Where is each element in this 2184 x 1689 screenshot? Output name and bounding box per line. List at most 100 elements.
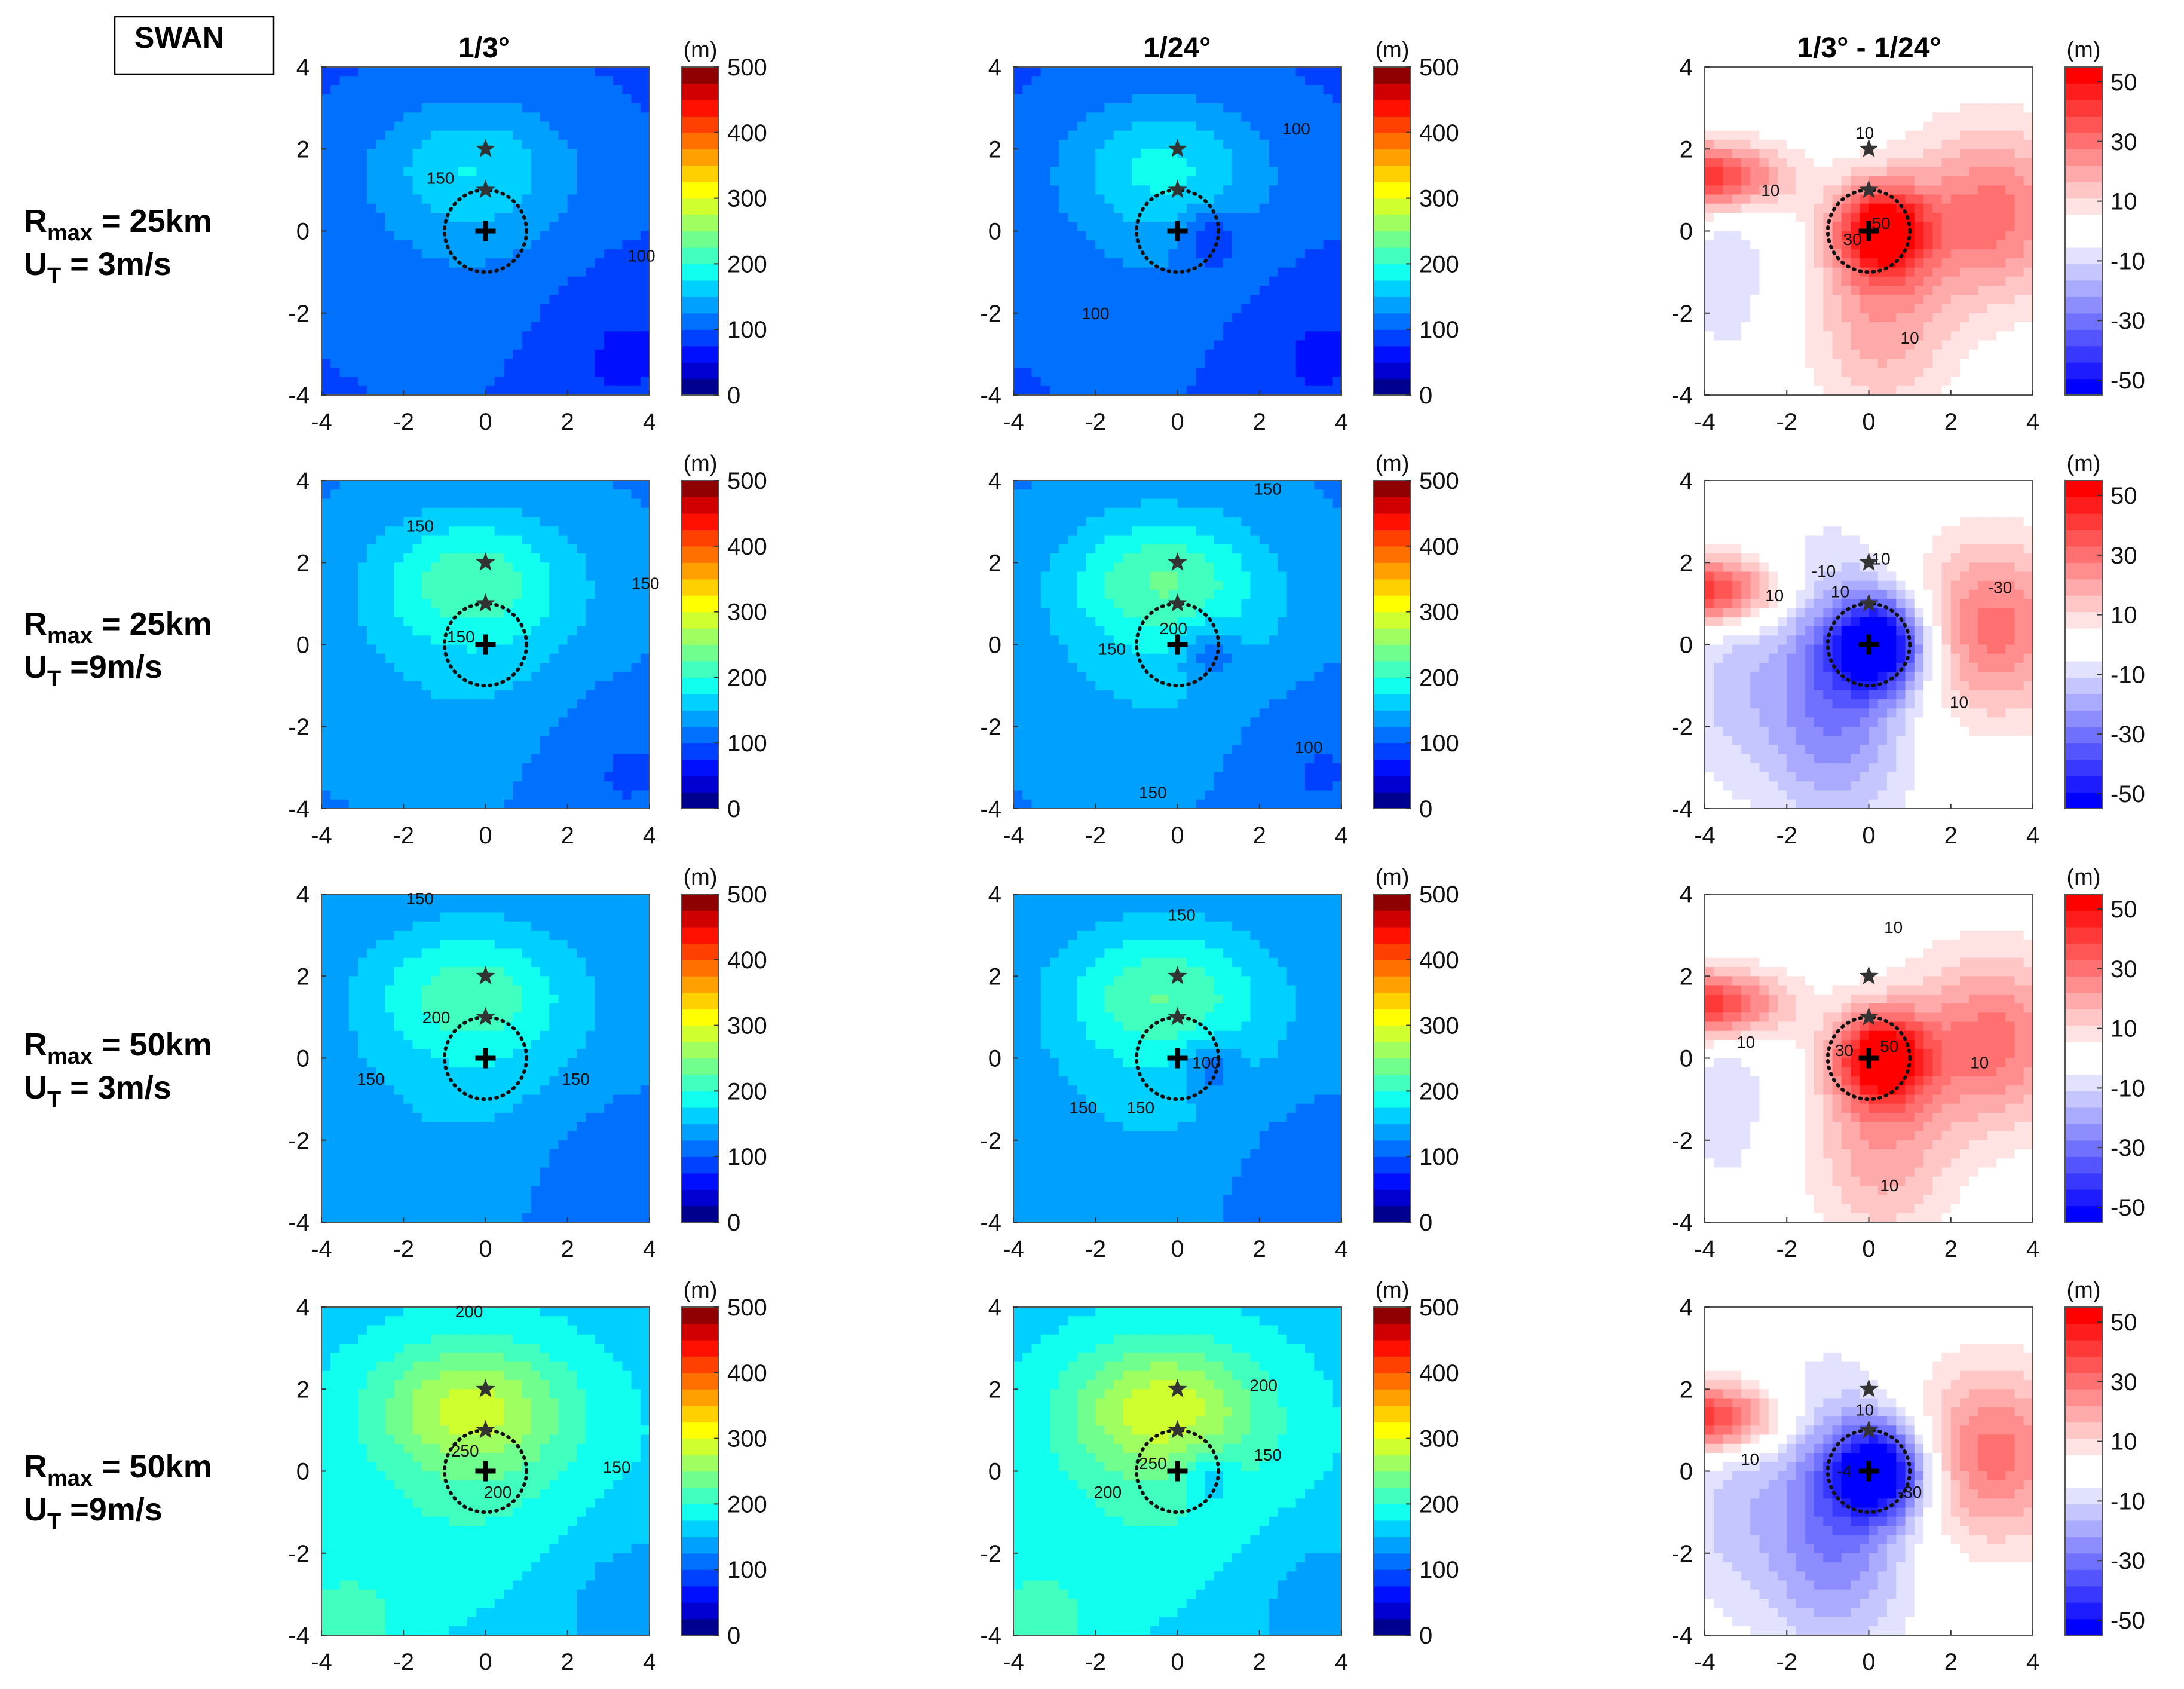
heatmap-cell xyxy=(1759,76,1769,86)
heatmap-cell xyxy=(1969,249,1979,259)
heatmap-cell xyxy=(1040,103,1050,114)
heatmap-cell xyxy=(613,121,623,131)
heatmap-cell xyxy=(1914,194,1924,204)
heatmap-cell xyxy=(321,590,332,600)
heatmap-cell xyxy=(1768,286,1778,296)
heatmap-cell xyxy=(339,690,350,700)
heatmap-cell xyxy=(458,717,468,727)
heatmap-cell xyxy=(1759,130,1769,140)
heatmap-cell xyxy=(631,103,641,114)
heatmap-cell xyxy=(1241,385,1251,395)
heatmap-cell xyxy=(2005,130,2015,140)
heatmap-cell xyxy=(476,507,486,518)
heatmap-cell xyxy=(613,76,623,86)
heatmap-cell xyxy=(2014,149,2024,159)
heatmap-cell xyxy=(1860,194,1870,204)
heatmap-cell xyxy=(1905,94,1915,104)
heatmap-cell xyxy=(1286,385,1297,395)
heatmap-cell xyxy=(339,544,350,554)
heatmap-cell xyxy=(467,781,477,791)
heatmap-cell xyxy=(1196,85,1206,95)
heatmap-cell xyxy=(522,672,532,682)
heatmap-cell xyxy=(330,276,341,286)
heatmap-cell xyxy=(595,158,605,168)
heatmap-cell xyxy=(1923,258,1934,268)
heatmap-cell xyxy=(494,203,504,213)
heatmap-cell xyxy=(1269,85,1279,95)
heatmap-cell xyxy=(385,672,395,682)
heatmap-cell xyxy=(1196,331,1206,341)
heatmap-cell xyxy=(1914,286,1924,296)
heatmap-cell xyxy=(449,85,459,95)
heatmap-cell xyxy=(522,85,532,95)
heatmap-cell xyxy=(458,286,468,296)
heatmap-cell xyxy=(494,158,504,168)
heatmap-cell xyxy=(421,249,431,259)
heatmap-cell xyxy=(1232,276,1242,286)
heatmap-cell xyxy=(385,94,395,104)
heatmap-cell xyxy=(1123,158,1133,168)
heatmap-cell xyxy=(403,368,413,378)
heatmap-cell xyxy=(1232,140,1242,150)
heatmap-cell xyxy=(376,231,386,241)
heatmap-cell xyxy=(376,140,386,150)
heatmap-cell xyxy=(385,526,395,536)
row-label-r-value: = 50km xyxy=(93,1449,212,1485)
heatmap-cell xyxy=(385,258,395,268)
heatmap-cell xyxy=(540,535,550,545)
heatmap-cell xyxy=(1978,385,1988,395)
heatmap-cell xyxy=(1223,304,1233,314)
heatmap-cell xyxy=(358,240,368,250)
heatmap-cell xyxy=(1141,240,1151,250)
heatmap-cell xyxy=(1305,94,1315,104)
heatmap-cell xyxy=(1778,103,1788,114)
heatmap-cell xyxy=(1040,203,1050,213)
heatmap-cell xyxy=(358,772,368,782)
heatmap-cell xyxy=(394,553,405,564)
heatmap-cell xyxy=(2005,203,2015,213)
heatmap-cell xyxy=(1214,176,1224,186)
heatmap-cell xyxy=(1232,349,1242,359)
heatmap-cell xyxy=(1996,267,2007,277)
heatmap-cell xyxy=(1086,103,1096,114)
heatmap-cell xyxy=(1132,167,1142,177)
heatmap-cell xyxy=(1095,304,1105,314)
heatmap-cell xyxy=(504,653,514,663)
heatmap-cell xyxy=(1013,67,1024,77)
heatmap-cell xyxy=(1269,76,1279,86)
heatmap-cell xyxy=(1269,267,1279,277)
heatmap-cell xyxy=(1987,121,1997,131)
heatmap-cell xyxy=(330,267,341,277)
heatmap-cell xyxy=(1714,194,1724,204)
heatmap-cell xyxy=(2005,167,2015,177)
heatmap-cell xyxy=(403,340,413,350)
heatmap-cell xyxy=(1768,67,1778,77)
heatmap-cell xyxy=(1987,167,1997,177)
heatmap-cell xyxy=(1250,194,1260,204)
heatmap-cell xyxy=(504,359,514,369)
heatmap-cell xyxy=(403,717,413,727)
heatmap-cell xyxy=(1832,276,1842,286)
heatmap-cell xyxy=(394,708,405,718)
heatmap-cell xyxy=(348,222,359,232)
heatmap-cell xyxy=(1823,385,1833,395)
heatmap-cell xyxy=(330,736,341,746)
heatmap-cell xyxy=(1323,349,1333,359)
heatmap-cell xyxy=(1741,313,1751,323)
heatmap-cell xyxy=(431,599,441,609)
heatmap-cell xyxy=(1295,85,1306,95)
heatmap-cell xyxy=(1978,67,1988,77)
heatmap-cell xyxy=(604,94,614,104)
heatmap-cell xyxy=(504,736,514,746)
heatmap-cell xyxy=(604,167,614,177)
heatmap-cell xyxy=(504,76,514,86)
heatmap-cell xyxy=(385,580,395,590)
heatmap-cell xyxy=(467,240,477,250)
heatmap-cell xyxy=(1841,359,1851,369)
heatmap-cell xyxy=(485,489,495,500)
heatmap-cell xyxy=(1796,385,1806,395)
colorbar-band xyxy=(2065,116,2102,133)
colorbar-band xyxy=(2065,313,2102,330)
heatmap-cell xyxy=(458,535,468,545)
heatmap-cell xyxy=(1286,85,1297,95)
